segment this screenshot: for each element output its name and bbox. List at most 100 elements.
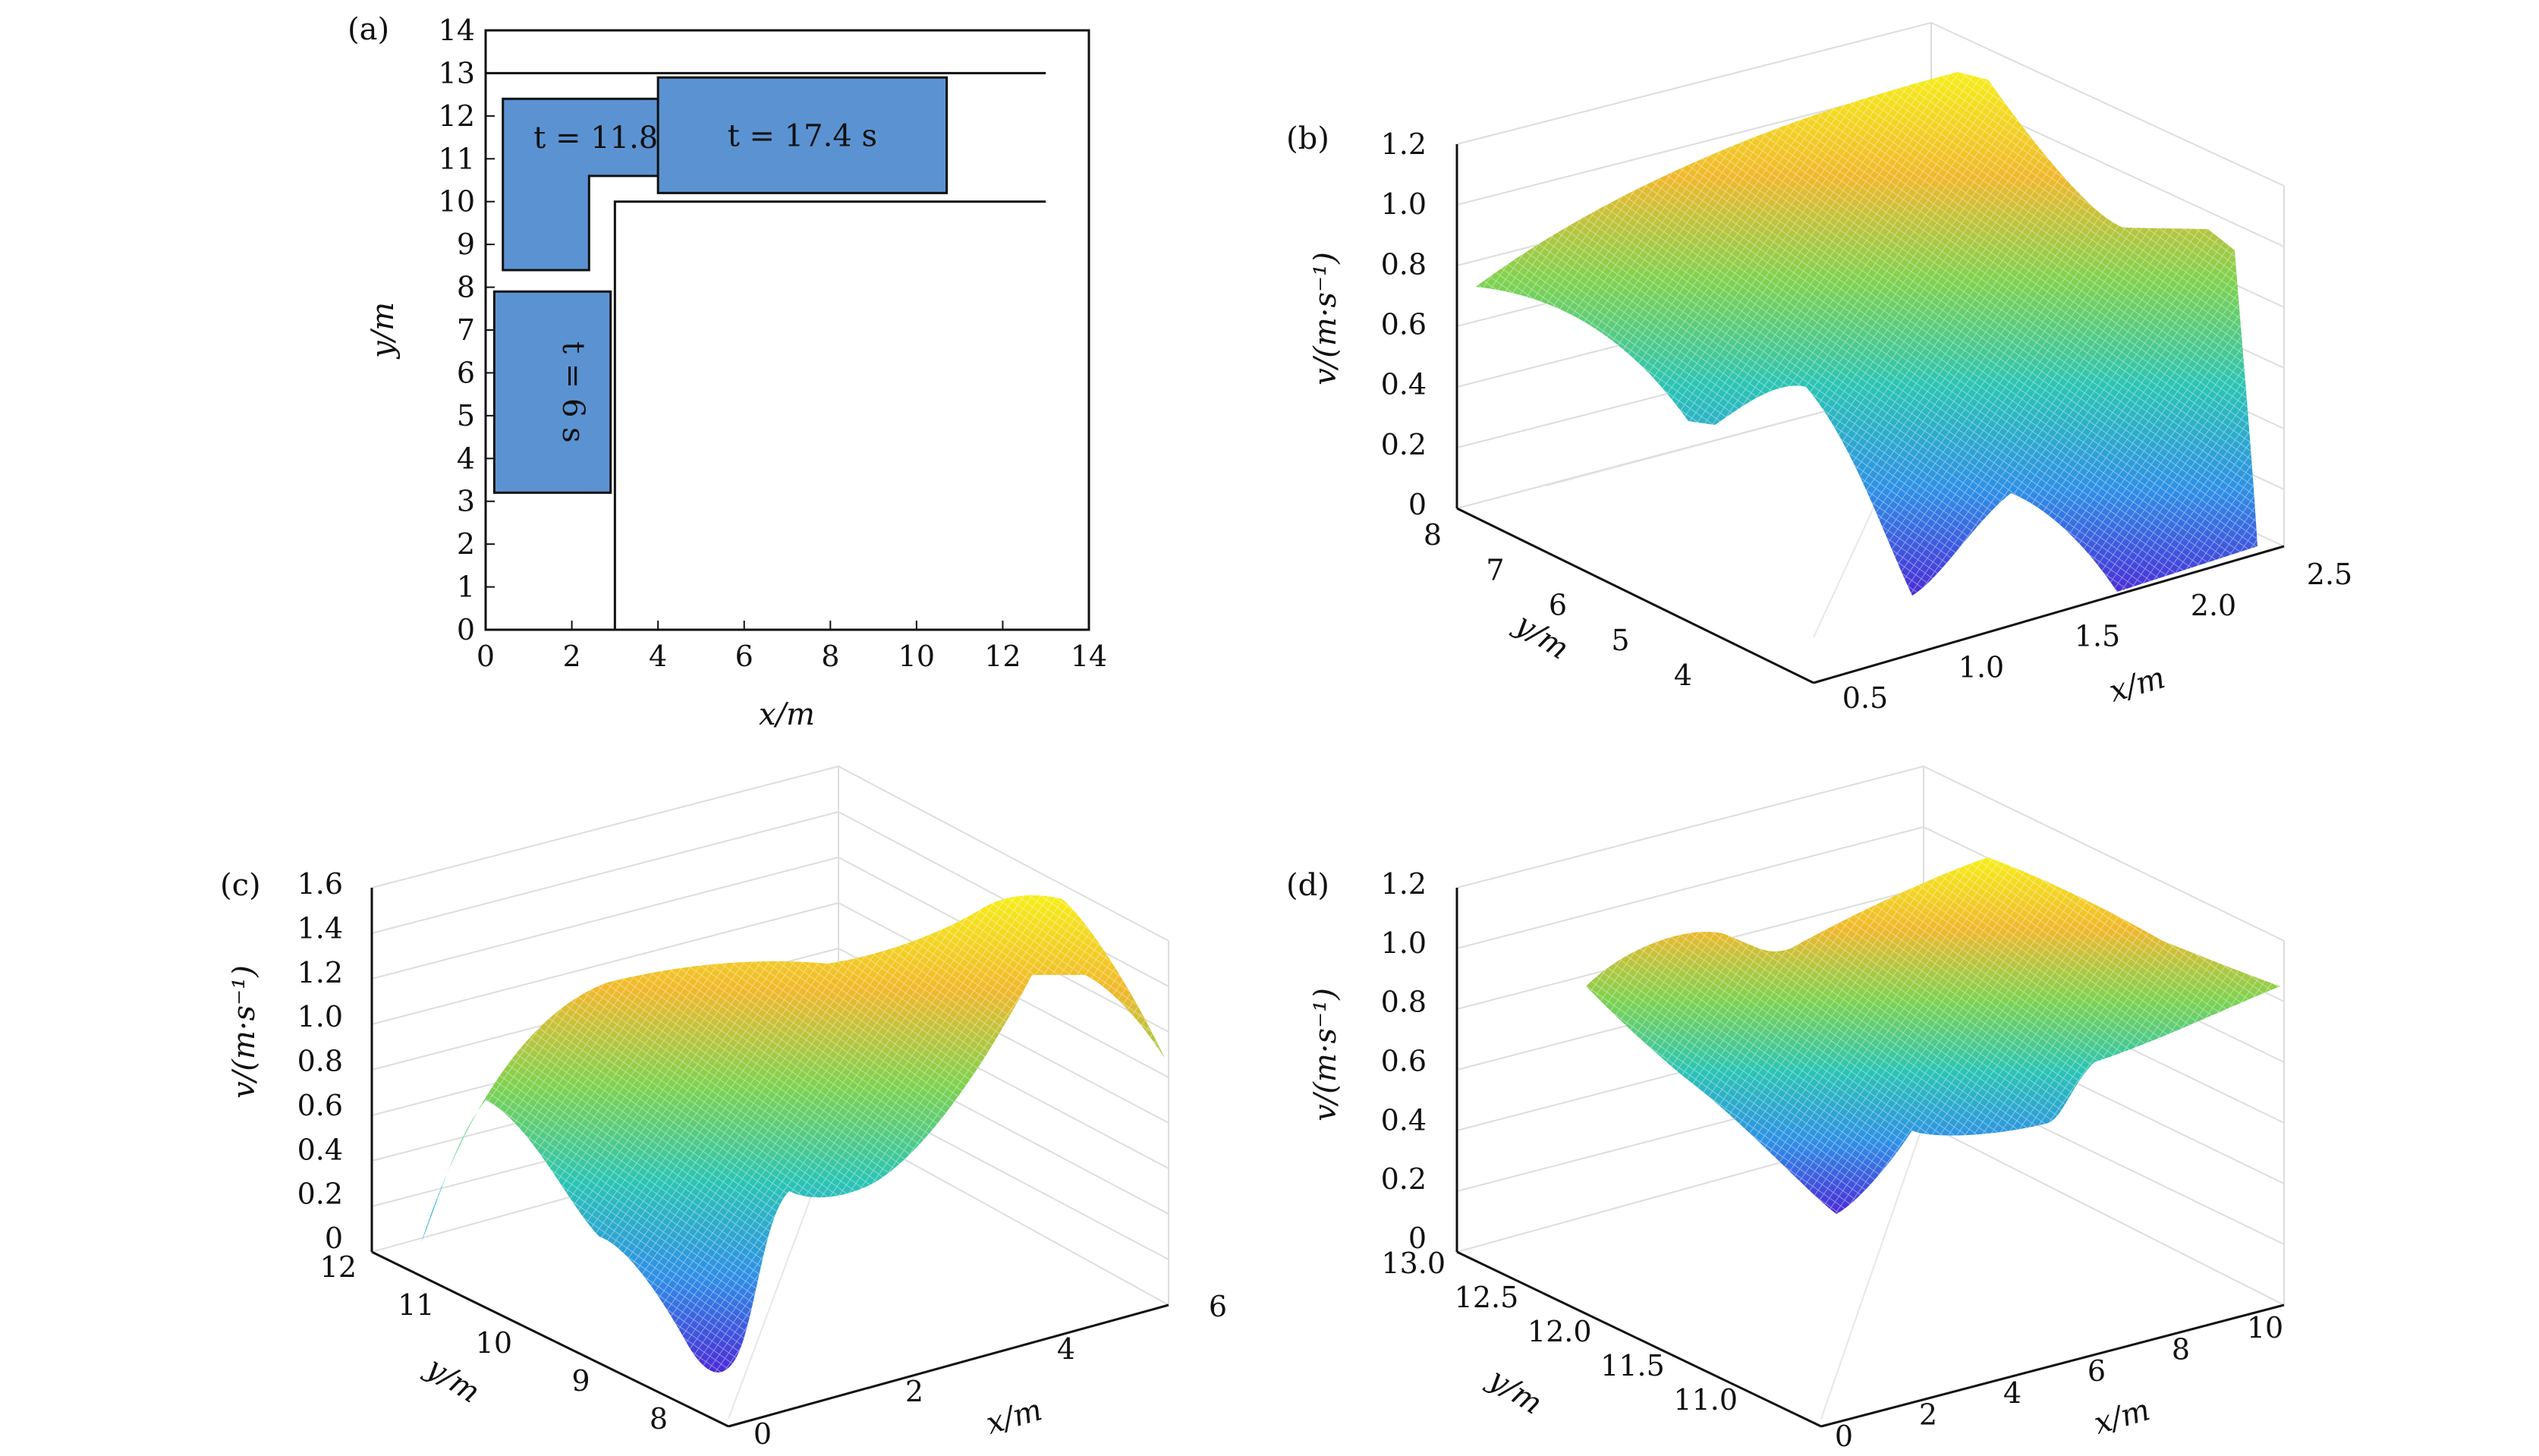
panel-b-axes — [1455, 144, 2285, 684]
panel-a-ytick-label: 1 — [457, 571, 475, 604]
panel-d-ytick-label: 12.0 — [1527, 1315, 1592, 1348]
panel-a-xtick-label: 0 — [477, 640, 495, 673]
panel-d-tag: (d) — [1286, 868, 1329, 903]
panel-b-ztick-label: 0.2 — [1381, 428, 1427, 461]
panel-d-xtick-label: 10 — [2247, 1311, 2283, 1344]
panel-a-xtick-label: 12 — [984, 640, 1021, 673]
panel-c-ztick-label: 0.2 — [297, 1178, 343, 1211]
panel-a-ytick-label: 2 — [457, 527, 475, 561]
panel-c-ytick-label: 11 — [398, 1288, 434, 1322]
panel-a-xtick-label: 2 — [562, 640, 580, 673]
panel-d-surface-mesh — [1586, 857, 2280, 1214]
panel-c-xtick-label: 6 — [1209, 1290, 1227, 1323]
panel-a-ytick-label: 5 — [457, 399, 475, 432]
panel-a-ytick-label: 3 — [457, 485, 475, 518]
panel-a-ytick-label: 6 — [457, 356, 475, 389]
panel-a-xtick-label: 4 — [649, 640, 667, 673]
panel-b-tag: (b) — [1286, 121, 1329, 156]
panel-b-ztick-label: 1.0 — [1381, 187, 1427, 221]
panel-c-ytick-label: 12 — [320, 1250, 357, 1284]
panel-a-ytick-label: 8 — [457, 271, 475, 304]
panel-a-ytick-label: 12 — [439, 99, 475, 133]
panel-d-ztick-label: 0.8 — [1381, 986, 1427, 1019]
panel-b-xlabel: x/m — [2106, 660, 2169, 709]
panel-b: (b) 0 0.2 0.4 0.6 0.8 1.0 1.2 4 5 6 7 8 0.5 1.0 1.5 2.0… — [1286, 21, 2352, 715]
panel-c-ztick-label: 1.6 — [297, 867, 343, 901]
region-t6 — [492, 290, 612, 494]
panel-d-zlabel: v/(m·s⁻¹) — [1308, 988, 1343, 1121]
panel-a-ytick-label: 7 — [457, 313, 475, 347]
panel-b-ytick-label: 6 — [1549, 589, 1567, 622]
panel-c-ztick-label: 1.2 — [297, 956, 343, 989]
panel-d-ztick-label: 0.6 — [1381, 1045, 1427, 1078]
panel-a-ytick-label: 4 — [457, 442, 475, 475]
region-t17-4-label: t = 17.4 s — [728, 118, 877, 153]
panel-d-ztick-label: 1.0 — [1381, 926, 1427, 960]
panel-d-xlabel: x/m — [2091, 1392, 2154, 1442]
panel-b-ztick-label: 0 — [1408, 488, 1427, 521]
panel-a-xtick-label: 6 — [735, 640, 754, 673]
panel-b-ytick-label: 7 — [1486, 553, 1504, 586]
panel-c-zlabel: v/(m·s⁻¹) — [227, 965, 262, 1099]
panel-a-ytick-label: 11 — [439, 142, 475, 175]
region-t6-label: t = 6 s — [555, 341, 590, 443]
panel-b-xtick-label: 2.5 — [2307, 558, 2352, 591]
panel-b-ytick-label: 5 — [1611, 624, 1629, 657]
panel-c-tag: (c) — [220, 868, 261, 903]
panel-b-xtick-label: 1.5 — [2075, 620, 2120, 653]
panel-a-ytick-label: 10 — [439, 185, 475, 219]
panel-a-xlabel: x/m — [759, 697, 815, 732]
panel-b-surface-mesh — [1476, 72, 2257, 596]
panel-d-ylabel: y/m — [1481, 1361, 1549, 1422]
panel-d-ytick-label: 13.0 — [1381, 1247, 1446, 1280]
panel-c-ytick-label: 10 — [476, 1326, 512, 1360]
panel-c-xtick-label: 2 — [905, 1375, 923, 1408]
panel-c-ztick-label: 0.4 — [297, 1133, 343, 1166]
panel-c: (c) 00.20.40.60.81.01.21.41.689101112024… — [220, 765, 1228, 1451]
panel-c-xtick-label: 4 — [1057, 1332, 1075, 1366]
inner-corner-wall — [613, 200, 1046, 630]
panel-a-walls — [486, 71, 1046, 630]
panel-d: (d) 0 0.2 0.4 0.6 0.8 1.0 1.2 11.011.512.012.5 1… — [1286, 765, 2285, 1453]
panel-c-axes — [370, 888, 1169, 1428]
panel-b-xtick-label: 1.0 — [1959, 650, 2004, 684]
panel-d-xtick-label: 0 — [1835, 1420, 1853, 1453]
panel-d-xtick-label: 6 — [2088, 1354, 2106, 1388]
panel-d-ztick-label: 0.4 — [1381, 1103, 1427, 1137]
panel-d-ytick-label: 12.5 — [1455, 1281, 1519, 1314]
panel-d-xtick-label: 8 — [2172, 1333, 2190, 1366]
panel-a-ytick-label: 13 — [439, 56, 475, 90]
panel-a-xtick-label: 10 — [898, 640, 935, 673]
panel-d-ztick-label: 1.2 — [1381, 867, 1427, 901]
panel-b-xtick-label: 0.5 — [1842, 681, 1888, 715]
panel-a-xtick-label: 8 — [821, 640, 839, 673]
panel-b-xtick-label: 2.0 — [2191, 589, 2236, 622]
panel-d-axes — [1455, 888, 2285, 1428]
panel-d-xtick-label: 4 — [2003, 1376, 2021, 1410]
panel-a-ytick-label: 0 — [457, 613, 475, 646]
panel-d-ytick-label: 11.0 — [1673, 1383, 1738, 1417]
panel-b-zlabel: v/(m·s⁻¹) — [1308, 252, 1343, 385]
panel-a-ytick-label: 9 — [457, 228, 475, 261]
panel-d-ztick-label: 0.2 — [1381, 1162, 1427, 1196]
panel-c-xtick-label: 0 — [754, 1417, 772, 1451]
panel-a-ytick-label: 14 — [439, 14, 475, 47]
panel-c-ztick-label: 0 — [325, 1222, 343, 1255]
panel-d-ztick-label: 0 — [1408, 1222, 1427, 1255]
panel-b-ztick-label: 1.2 — [1381, 127, 1427, 161]
panel-b-ytick-label: 8 — [1424, 518, 1442, 552]
panel-d-ticks: 00.20.40.60.81.01.211.011.512.012.513.00… — [1381, 867, 2284, 1453]
panel-c-ztick-label: 1.4 — [297, 911, 343, 945]
panel-b-ztick-label: 0.4 — [1381, 368, 1427, 401]
panel-c-ztick-label: 1.0 — [297, 1000, 343, 1033]
panel-a-tag: (a) — [348, 12, 389, 47]
panel-d-xtick-label: 2 — [1919, 1398, 1937, 1431]
region-t17-4 — [656, 76, 949, 194]
panel-c-ztick-label: 0.8 — [297, 1045, 343, 1078]
panel-b-ztick-label: 0.8 — [1381, 247, 1427, 281]
